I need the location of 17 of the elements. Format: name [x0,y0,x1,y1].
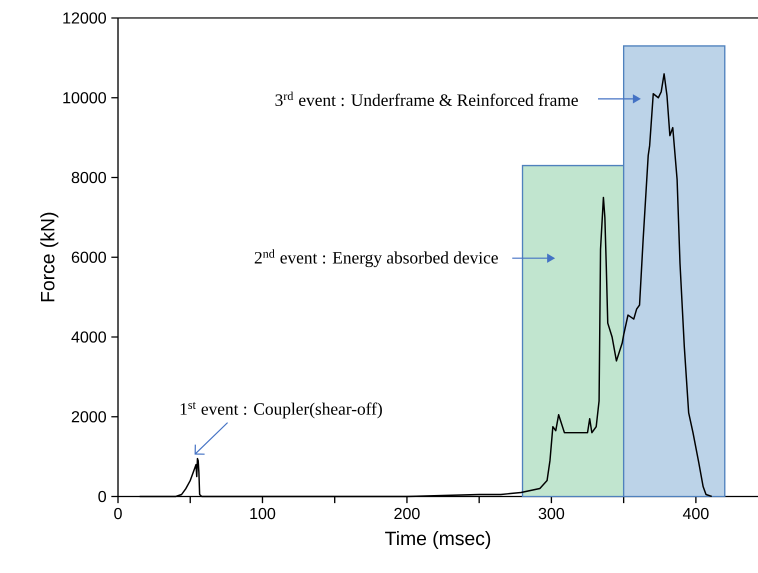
annotation: 2$^{nd}$ event : Energy absorbed device [254,249,498,268]
y-axis-title: Force (kN) [40,212,58,302]
y-tick-label: 4000 [71,331,106,343]
y-tick-label: 2000 [72,411,106,422]
y-tick-label: 6000 [72,252,106,263]
x-tick-label: 300 [538,508,564,520]
annotation: 3$^{rd}$ event : Underframe & Reinforced frame [275,92,578,106]
x-tick-label: 100 [250,508,276,520]
x-tick-label: 200 [394,508,420,520]
y-tick-label: 8000 [72,172,106,184]
y-tick-label: 12000 [63,12,106,24]
y-tick-label: 0 [98,490,106,502]
x-axis-title: Time (msec) [385,531,490,550]
y-tick-label: 10000 [63,92,106,104]
annotation: 1$^{st}$ event : Coupler(shear-off) [180,402,382,418]
x-tick-label: 0 [114,508,122,520]
x-tick-label: 400 [682,508,709,520]
